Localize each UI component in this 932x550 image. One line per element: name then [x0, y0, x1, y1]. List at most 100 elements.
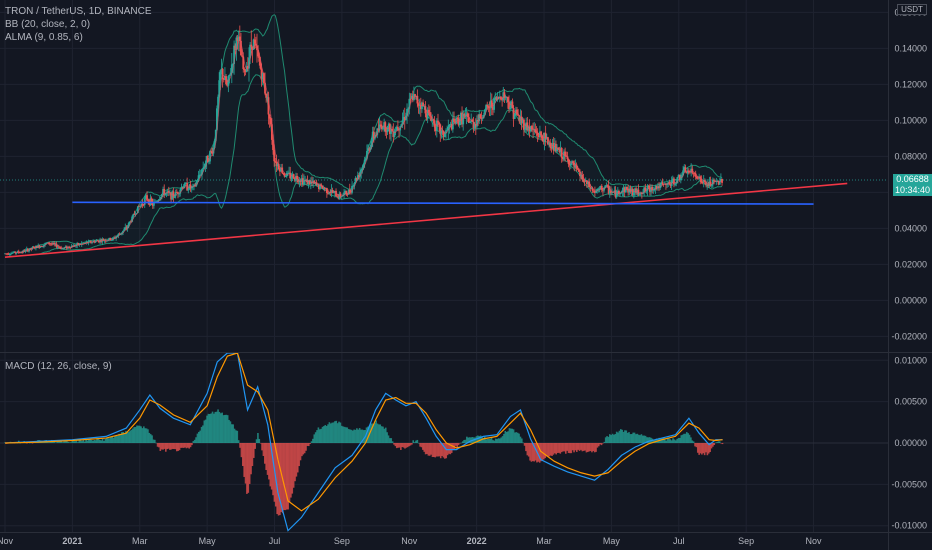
time-axis[interactable]: Nov 2021 Mar May Jul Sep Nov 2022 Mar May Jul Sep No… [0, 536, 822, 546]
macd-histogram-bar [303, 443, 306, 454]
candle-body [212, 147, 215, 154]
candle-body [396, 126, 399, 129]
candle-body [251, 46, 254, 50]
candle-body [199, 174, 202, 176]
macd-histogram-bar [607, 436, 610, 443]
candle-body [127, 223, 130, 227]
alma-series-line [14, 38, 723, 254]
bb-indicator-label[interactable]: BB (20, close, 2, 0) [5, 19, 91, 30]
candle-body [361, 167, 364, 171]
macd-histogram-bar [185, 443, 188, 449]
alma-indicator-label[interactable]: ALMA (9, 0.85, 6) [5, 32, 83, 43]
macd-histogram-bar [96, 438, 98, 443]
candle-body [59, 247, 61, 248]
macd-histogram-bar [292, 443, 295, 488]
macd-histogram-bar [362, 430, 365, 443]
candle-body [638, 193, 641, 195]
candle-body [122, 230, 124, 233]
candle-body [496, 96, 499, 100]
macd-histogram-bar [636, 433, 639, 443]
candle-body [476, 119, 478, 127]
macd-histogram-bar [261, 443, 263, 451]
macd-axis[interactable]: 0.01000 0.00500 0.00000 -0.00500 -0.01000 [891, 355, 927, 530]
macd-histogram-bar [505, 432, 508, 443]
macd-histogram-bar [628, 432, 630, 443]
symbol-title[interactable]: TRON / TetherUS, 1D, BINANCE [5, 6, 152, 17]
macd-histogram-bar [263, 443, 266, 464]
candle-body [564, 151, 567, 156]
candle-body [320, 184, 323, 186]
macd-histogram-bar [287, 443, 289, 510]
price-tick-label: 0.08000 [894, 151, 927, 161]
macd-histogram-bar [262, 443, 265, 456]
trendlines[interactable] [4, 182, 848, 258]
macd-histogram-bar [63, 441, 65, 443]
macd-histogram-bar [42, 442, 45, 443]
candle-body [485, 105, 487, 110]
macd-histogram-bar [316, 430, 318, 443]
candle-body [558, 149, 561, 153]
candle-body [501, 99, 504, 101]
candle-body [261, 73, 264, 80]
candle-body [49, 243, 52, 245]
candle-body [464, 114, 467, 117]
candle-body [448, 124, 451, 127]
macd-histogram-bar [176, 443, 178, 452]
candle-body [674, 183, 676, 185]
candle-body [679, 177, 682, 180]
candle-body [472, 121, 475, 128]
macd-histogram-bar [123, 433, 126, 443]
candle-body [262, 73, 265, 84]
candle-body [597, 188, 600, 190]
macd-histogram-bar [691, 440, 694, 443]
candle-body [514, 109, 517, 114]
candle-body [283, 173, 286, 177]
candle-body [531, 126, 533, 130]
candle-body [306, 179, 309, 185]
time-tick-label: 2021 [62, 536, 82, 546]
candle-body [214, 129, 217, 141]
macd-histogram-bar [323, 426, 325, 443]
macd-histogram-bar [569, 443, 571, 454]
candle-body [206, 156, 209, 163]
macd-histogram-bar [332, 422, 335, 443]
candle-body [272, 139, 274, 151]
macd-histogram-bar [167, 443, 170, 449]
macd-tick-label: 0.00500 [894, 397, 927, 407]
candle-body [509, 107, 512, 110]
macd-histogram-bar [52, 441, 54, 443]
macd-histogram-bar [521, 438, 523, 443]
candle-body [652, 189, 655, 191]
macd-histogram-bar [637, 434, 640, 443]
macd-histogram-bar [699, 443, 702, 454]
macd-histogram-bar [538, 443, 541, 463]
macd-histogram-bar [116, 436, 119, 443]
candle-body [416, 95, 419, 104]
candle-body [599, 185, 602, 189]
macd-histogram-bar [508, 428, 511, 443]
candle-body [631, 188, 634, 196]
macd-histogram-bar [578, 443, 581, 451]
macd-histogram-bar [174, 443, 177, 450]
macd-histogram-bar [423, 443, 426, 452]
candle-body [479, 114, 482, 119]
macd-histogram-bar [680, 435, 683, 443]
candle-body [394, 130, 397, 132]
candle-body [385, 131, 388, 133]
candle-body [337, 196, 340, 199]
macd-histogram-bar [720, 443, 722, 444]
macd-histogram-bar [617, 432, 619, 443]
candle-body [13, 251, 16, 253]
macd-histogram-bar [534, 443, 537, 461]
candle-body [577, 169, 580, 172]
currency-unit-label[interactable]: USDT [897, 4, 927, 15]
macd-histogram-bar [367, 426, 369, 443]
macd-histogram-bar [668, 438, 670, 443]
candle-body [153, 202, 155, 206]
macd-histogram-bar [283, 443, 285, 511]
macd-indicator-label[interactable]: MACD (12, 26, close, 9) [5, 361, 112, 372]
candle-body [229, 72, 232, 75]
candle-body [536, 132, 539, 136]
